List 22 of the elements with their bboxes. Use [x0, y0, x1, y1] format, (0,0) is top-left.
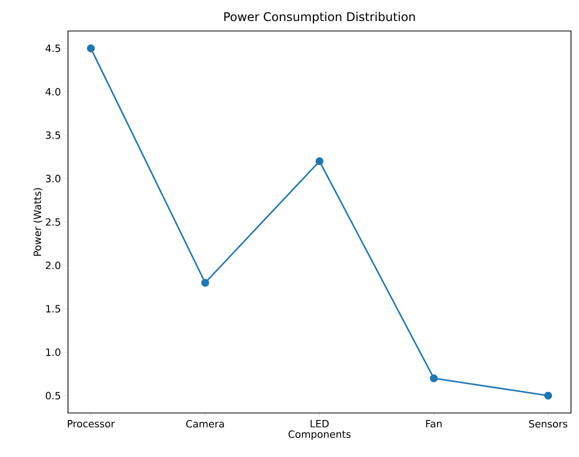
point	[201, 278, 210, 287]
y-axis-title: Power (Watts)	[33, 188, 42, 256]
x-tick-label: Sensors	[529, 420, 568, 428]
point	[430, 374, 438, 382]
chart-title: Power Consumption Distribution	[224, 12, 415, 24]
point	[86, 44, 95, 52]
point	[316, 157, 324, 166]
y-tick-label: 4.5	[46, 44, 60, 52]
y-tick-label: 4.0	[46, 88, 60, 96]
x-tick-label: Processor	[68, 420, 115, 428]
y-tick-label: 3.0	[46, 174, 60, 182]
y-tick-label: 2.0	[46, 262, 60, 270]
x-tick-label: Fan	[426, 420, 442, 428]
point	[544, 392, 552, 400]
x-tick-label: LED	[310, 420, 329, 428]
x-tick-label: Camera	[186, 420, 224, 428]
y-tick-label: 3.5	[46, 131, 60, 139]
x-axis-title: Components	[288, 430, 351, 440]
y-tick-label: 0.5	[46, 392, 60, 400]
y-tick-label: 1.0	[46, 348, 60, 356]
y-tick-label: 1.5	[46, 305, 60, 313]
y-tick-label: 2.5	[46, 218, 60, 226]
